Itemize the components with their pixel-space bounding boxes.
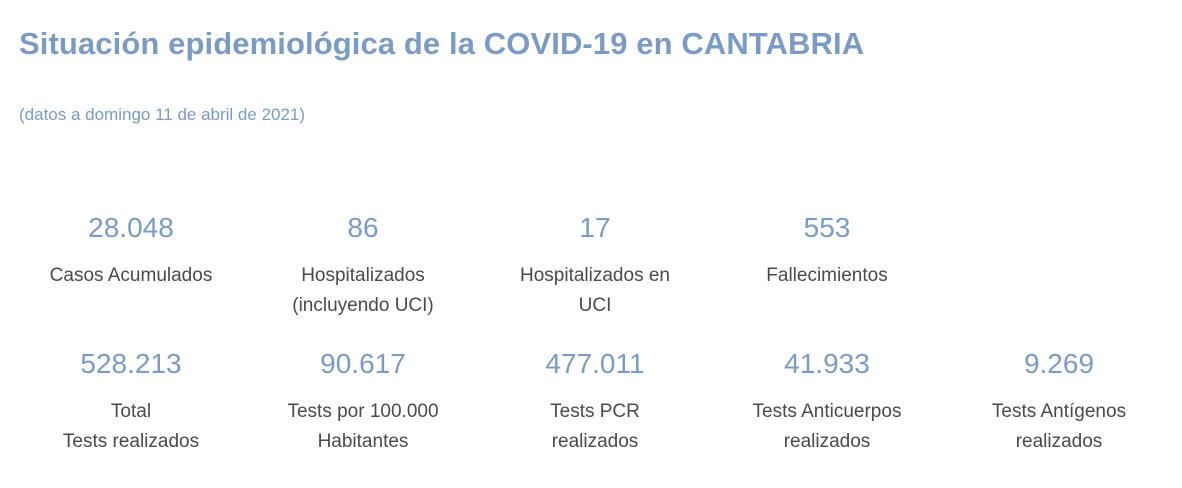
stat-tests-antigenos: 9.269 Tests Antígenos realizados xyxy=(949,347,1169,457)
stat-tests-por-100000: 90.617 Tests por 100.000 Habitantes xyxy=(253,347,473,457)
stat-label: Tests Anticuerpos realizados xyxy=(752,401,902,452)
stat-label: Hospitalizados (incluyendo UCI) xyxy=(292,265,434,316)
stat-casos-acumulados: 28.048 Casos Acumulados xyxy=(21,211,241,291)
page-title: Situación epidemiológica de la COVID-19 … xyxy=(19,26,865,61)
stat-hospitalizados-uci: 17 Hospitalizados en UCI xyxy=(485,211,705,321)
stat-value: 528.213 xyxy=(80,348,182,379)
stat-label: Casos Acumulados xyxy=(49,265,213,286)
stat-label: Hospitalizados en UCI xyxy=(520,265,670,316)
stat-value: 41.933 xyxy=(784,348,870,379)
stat-tests-anticuerpos: 41.933 Tests Anticuerpos realizados xyxy=(717,347,937,457)
page-subtitle: (datos a domingo 11 de abril de 2021) xyxy=(19,105,306,124)
stat-value: 477.011 xyxy=(545,348,645,379)
stat-hospitalizados: 86 Hospitalizados (incluyendo UCI) xyxy=(253,211,473,321)
stat-value: 9.269 xyxy=(1023,348,1095,379)
stat-label: Fallecimientos xyxy=(766,265,888,286)
stat-value: 90.617 xyxy=(320,348,406,379)
stat-label: Tests Antígenos realizados xyxy=(991,401,1127,452)
stat-label: Total Tests realizados xyxy=(62,401,200,452)
stat-label: Tests por 100.000 Habitantes xyxy=(287,401,439,452)
stat-value: 553 xyxy=(803,212,851,243)
stat-tests-pcr: 477.011 Tests PCR realizados xyxy=(485,347,705,457)
stat-value: 86 xyxy=(347,212,379,243)
stat-value: 28.048 xyxy=(88,212,174,243)
stat-value: 17 xyxy=(579,212,611,243)
stat-total-tests: 528.213 Total Tests realizados xyxy=(21,347,241,457)
stat-label: Tests PCR realizados xyxy=(550,401,640,452)
stat-fallecimientos: 553 Fallecimientos xyxy=(717,211,937,291)
